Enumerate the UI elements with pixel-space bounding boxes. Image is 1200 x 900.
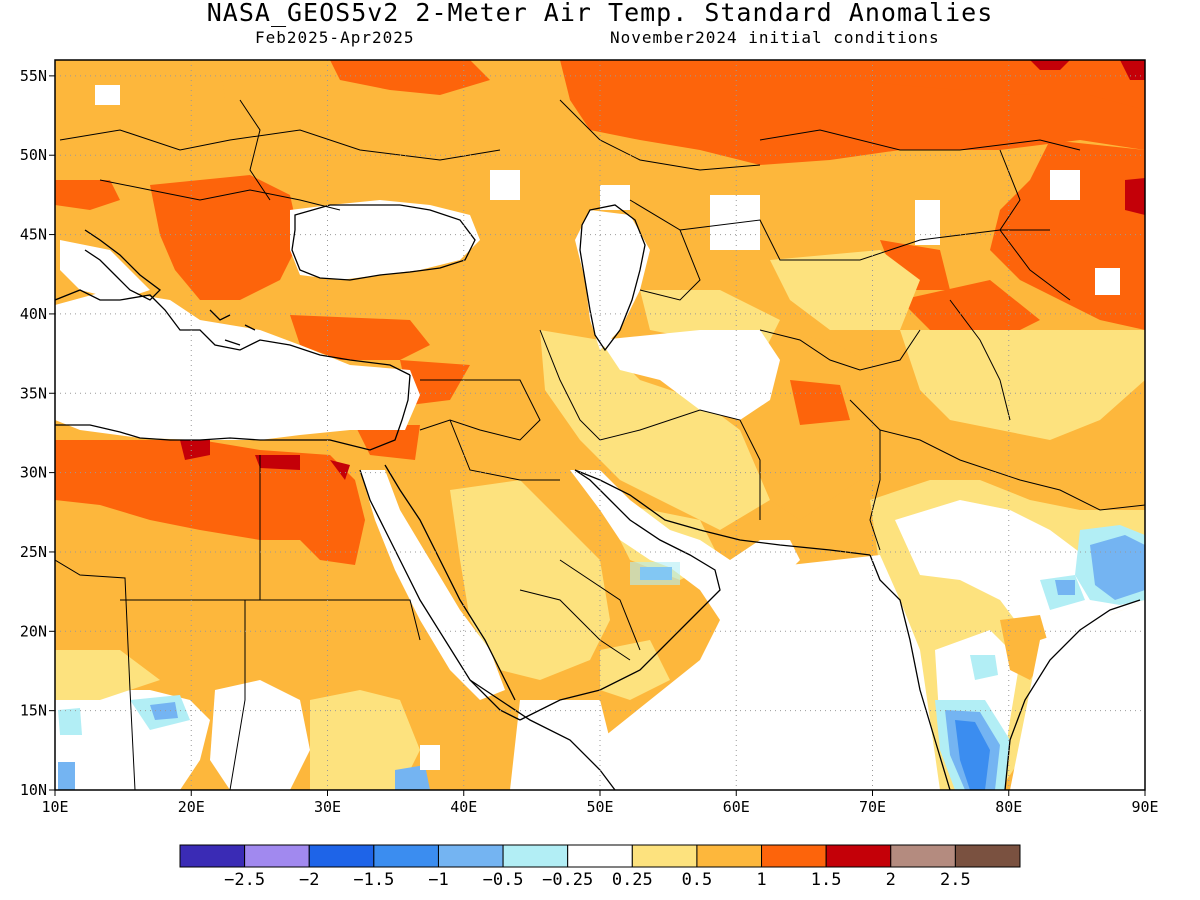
colorbar-swatch bbox=[825, 844, 892, 868]
axis-ticks: 10E 20E 30E 40E 50E 60E 70E 80E 90E 10N 15N 20N 25N 3… bbox=[20, 67, 1159, 816]
colorbar-swatch bbox=[890, 844, 956, 868]
colorbar-swatch bbox=[179, 844, 246, 868]
colorbar-label: −2 bbox=[299, 870, 319, 890]
anomaly-field bbox=[55, 60, 1145, 790]
lon-tick-label: 90E bbox=[1131, 798, 1158, 816]
lat-tick-label: 45N bbox=[20, 226, 47, 244]
colorbar-label: −0.5 bbox=[483, 870, 524, 890]
lon-tick-label: 50E bbox=[586, 798, 613, 816]
lon-tick-label: 30E bbox=[314, 798, 341, 816]
lon-tick-label: 80E bbox=[995, 798, 1022, 816]
colorbar-swatch bbox=[244, 844, 310, 868]
coastlines bbox=[55, 204, 1141, 790]
lat-tick-label: 40N bbox=[20, 305, 47, 323]
graticule bbox=[55, 60, 1145, 790]
lat-tick-label: 10N bbox=[20, 781, 47, 799]
colorbar-label: 2.5 bbox=[940, 870, 971, 890]
colorbar-label: 1 bbox=[756, 870, 766, 890]
colorbar-swatch bbox=[954, 844, 1021, 868]
colorbar-swatch bbox=[373, 844, 439, 868]
colorbar-swatch bbox=[761, 844, 827, 868]
lat-tick-label: 25N bbox=[20, 543, 47, 561]
lat-tick-label: 30N bbox=[20, 464, 47, 482]
colorbar: −2.5 −2 −1.5 −1 −0.5 −0.25 0.25 0.5 1 1.5 2 2.5 bbox=[179, 844, 1021, 890]
colorbar-swatch bbox=[308, 844, 375, 868]
borders bbox=[55, 99, 1145, 790]
initial-conditions: November2024 initial conditions bbox=[610, 28, 940, 47]
lon-tick-label: 10E bbox=[41, 798, 68, 816]
colorbar-label: −1 bbox=[428, 870, 448, 890]
colorbar-label: −0.25 bbox=[542, 870, 593, 890]
colorbar-swatch bbox=[502, 844, 569, 868]
lat-tick-label: 35N bbox=[20, 384, 47, 402]
forecast-period: Feb2025-Apr2025 bbox=[255, 28, 415, 47]
map-title: NASA_GEOS5v2 2-Meter Air Temp. Standard … bbox=[206, 0, 994, 27]
colorbar-swatch bbox=[567, 844, 633, 868]
colorbar-swatch bbox=[437, 844, 504, 868]
lat-tick-label: 55N bbox=[20, 67, 47, 85]
colorbar-label: 1.5 bbox=[811, 870, 842, 890]
lat-tick-label: 15N bbox=[20, 702, 47, 720]
lon-tick-label: 20E bbox=[178, 798, 205, 816]
colorbar-swatch bbox=[631, 844, 698, 868]
lat-tick-label: 20N bbox=[20, 622, 47, 640]
lon-tick-label: 70E bbox=[859, 798, 886, 816]
colorbar-label: −1.5 bbox=[353, 870, 394, 890]
colorbar-label: 0.5 bbox=[682, 870, 713, 890]
lon-tick-label: 40E bbox=[450, 798, 477, 816]
lon-tick-label: 60E bbox=[723, 798, 750, 816]
colorbar-swatch bbox=[696, 844, 763, 868]
colorbar-label: 2 bbox=[886, 870, 896, 890]
colorbar-label: −2.5 bbox=[224, 870, 265, 890]
lat-tick-label: 50N bbox=[20, 146, 47, 164]
colorbar-label: 0.25 bbox=[612, 870, 653, 890]
